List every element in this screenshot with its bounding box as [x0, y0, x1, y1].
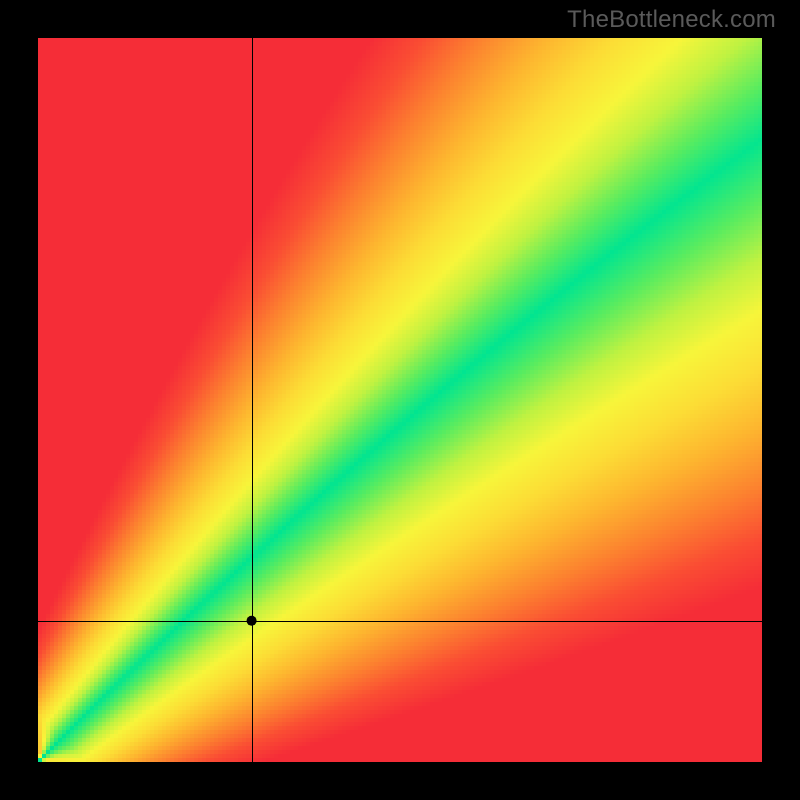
- watermark: TheBottleneck.com: [567, 6, 776, 34]
- chart-frame: TheBottleneck.com: [0, 0, 800, 800]
- heatmap-plot: [38, 38, 762, 762]
- heatmap-canvas: [38, 38, 762, 762]
